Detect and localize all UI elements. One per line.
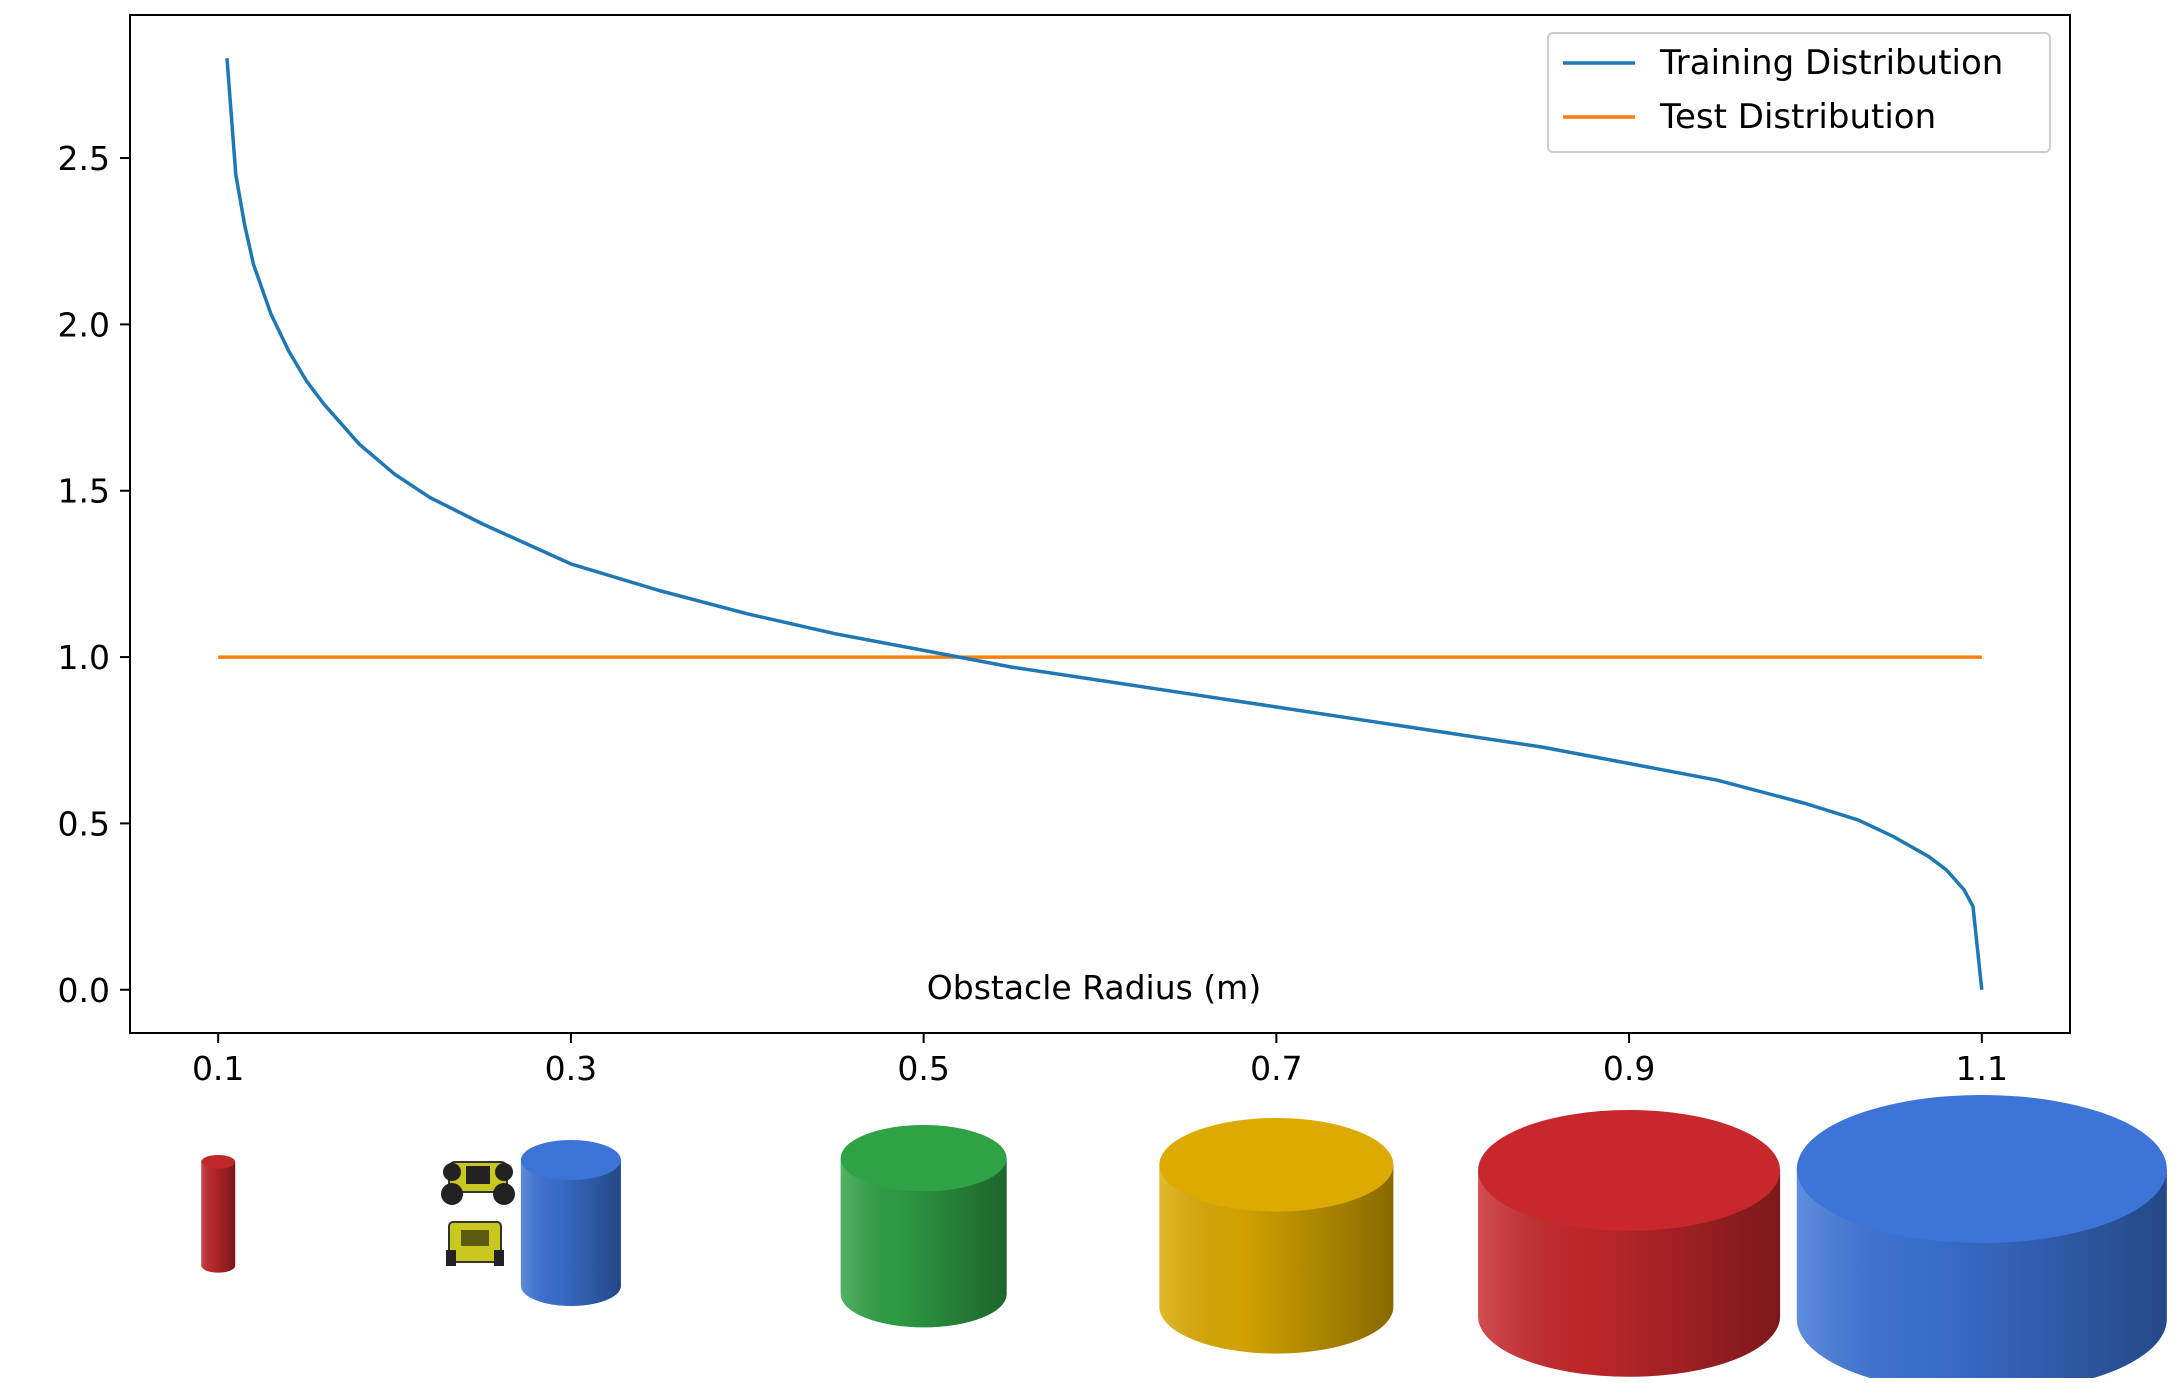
y-tick-label: 1.0 xyxy=(58,638,110,677)
cylinder-top xyxy=(840,1125,1007,1192)
x-tick-label: 0.9 xyxy=(1603,1049,1655,1088)
cylinder-shading xyxy=(520,1160,621,1306)
y-tick-label: 0.0 xyxy=(58,971,110,1010)
x-axis-label: Obstacle Radius (m) xyxy=(927,968,1261,1007)
y-tick-label: 2.0 xyxy=(58,305,110,344)
obstacle-r0.9 xyxy=(1478,1110,1781,1377)
legend-label-test: Test Distribution xyxy=(1659,97,1936,137)
obstacle-r0.3 xyxy=(520,1140,621,1306)
x-axis: 0.1 0.3 0.5 0.7 0.9 1.1 xyxy=(192,1033,2008,1088)
legend-label-training: Training Distribution xyxy=(1659,43,2003,83)
obstacle-illustrations xyxy=(201,1095,2167,1383)
series-layer xyxy=(218,58,1984,990)
robot-icon xyxy=(441,1161,515,1266)
x-tick-label: 0.5 xyxy=(897,1049,949,1088)
x-tick-label: 0.7 xyxy=(1250,1049,1302,1088)
x-tick-label: 0.1 xyxy=(192,1049,244,1088)
y-tick-label: 2.5 xyxy=(58,139,110,178)
obstacle-r0.7 xyxy=(1159,1118,1394,1354)
y-axis: 0.0 0.5 1.0 1.5 2.0 2.5 xyxy=(58,139,130,1010)
x-tick-label: 1.1 xyxy=(1956,1049,2008,1088)
y-tick-label: 0.5 xyxy=(58,804,110,843)
cylinder-top xyxy=(201,1155,236,1169)
cylinder-top xyxy=(520,1140,621,1180)
cylinder-shading xyxy=(201,1161,236,1273)
cylinder-top xyxy=(1159,1118,1394,1212)
plot-area xyxy=(129,14,2071,1034)
y-tick-label: 1.5 xyxy=(58,472,110,511)
legend-frame xyxy=(1547,32,2051,153)
x-tick-label: 0.3 xyxy=(545,1049,597,1088)
cylinder-top xyxy=(1478,1110,1781,1231)
cylinder-top xyxy=(1796,1095,2167,1243)
obstacle-r0.5 xyxy=(840,1125,1007,1328)
obstacle-r1.1 xyxy=(1796,1095,2167,1383)
obstacle-r0.1 xyxy=(201,1155,236,1273)
series-line-training xyxy=(225,58,1984,990)
cylinder-shading xyxy=(1159,1164,1394,1354)
cylinder-shading xyxy=(840,1158,1007,1328)
legend: Training Distribution Test Distribution xyxy=(1547,32,2051,153)
